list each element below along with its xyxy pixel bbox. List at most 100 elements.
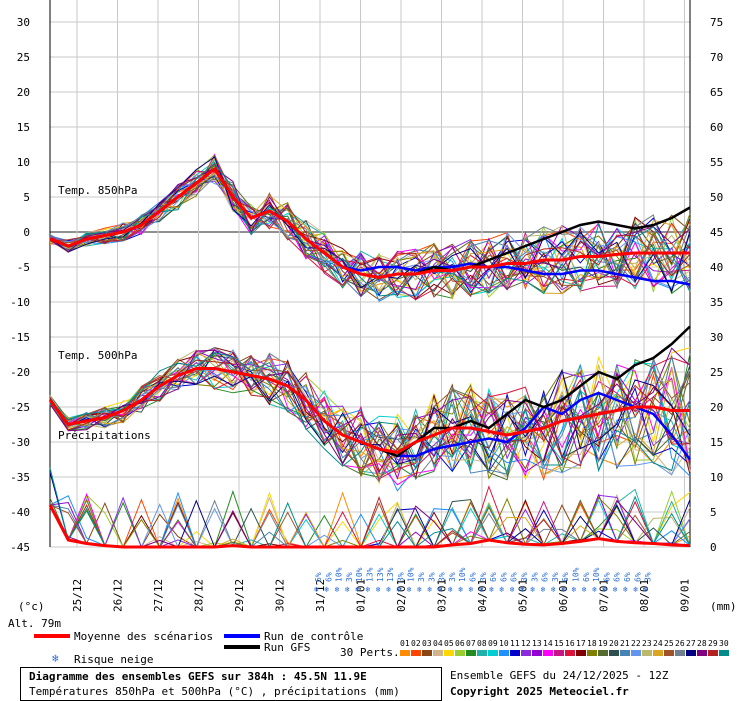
pert-color-swatch (697, 650, 707, 656)
snow-risk-label: 10% (572, 567, 581, 582)
pert-color-swatch (422, 650, 432, 656)
left-tick-label: 5 (23, 191, 30, 204)
right-tick-label: 35 (710, 296, 723, 309)
legend-mean-label: Moyenne des scénarios (74, 630, 214, 643)
snow-risk-icon: ❄ (417, 585, 422, 594)
footer-run-label: Ensemble GEFS du 24/12/2025 - 12Z (450, 669, 669, 682)
x-tick-label: 01/01 (355, 579, 368, 612)
snow-risk-label: 6% (602, 572, 611, 582)
left-tick-label: 10 (17, 156, 30, 169)
snowflake-icon: ❄ (52, 652, 59, 665)
pert-color-swatch (477, 650, 487, 656)
pert-number: 22 (631, 639, 641, 648)
snow-risk-label: 6% (561, 572, 570, 582)
snow-risk-icon: ❄ (396, 585, 401, 594)
x-tick-label: 25/12 (71, 579, 84, 612)
x-tick-label: 06/01 (557, 579, 570, 612)
pert-500-line (49, 349, 691, 478)
pert-number: 15 (554, 639, 564, 648)
pert-color-swatch (411, 650, 421, 656)
snow-risk-icon: ❄ (510, 585, 515, 594)
legend-mean-line (34, 634, 70, 638)
pert-850-line (49, 174, 691, 294)
pert-color-swatch (400, 650, 410, 656)
right-tick-label: 10 (710, 471, 723, 484)
snow-risk-icon: ❄ (366, 585, 371, 594)
left-tick-label: 20 (17, 86, 30, 99)
snow-risk-icon: ❄ (427, 585, 432, 594)
right-unit-label: (mm) (710, 600, 737, 613)
pert-number: 02 (411, 639, 421, 648)
legend-control-line (224, 634, 260, 638)
snow-risk-label: 3% (448, 572, 457, 582)
footer-box: Diagramme des ensembles GEFS sur 384h : … (20, 667, 442, 701)
pert-number: 04 (433, 639, 443, 648)
left-tick-label: 30 (17, 16, 30, 29)
pert-number: 11 (510, 639, 520, 648)
right-tick-label: 30 (710, 331, 723, 344)
pert-number: 01 (400, 639, 410, 648)
label-t850: Temp. 850hPa (58, 184, 137, 197)
mean-500-line (48, 367, 690, 455)
left-unit-label: (°c) (18, 600, 45, 613)
pert-number: 12 (521, 639, 531, 648)
pert-number: 23 (642, 639, 652, 648)
right-tick-label: 50 (710, 191, 723, 204)
pert-number: 28 (697, 639, 707, 648)
snow-risk-label: 3% (427, 572, 436, 582)
snow-risk-label: 3% (520, 572, 529, 582)
x-tick-label: 27/12 (152, 579, 165, 612)
altitude-label: Alt. 79m (8, 617, 61, 630)
snow-risk-label: 13% (366, 567, 375, 582)
snow-risk-icon: ❄ (633, 585, 638, 594)
pert-500-line (49, 347, 691, 483)
pert-color-swatch (642, 650, 652, 656)
snow-risk-label: 6% (582, 572, 591, 582)
snow-risk-icon: ❄ (335, 585, 340, 594)
right-tick-label: 40 (710, 261, 723, 274)
pert-color-swatch (576, 650, 586, 656)
pert-color-swatch (455, 650, 465, 656)
snow-risk-label: 6% (541, 572, 550, 582)
left-tick-label: -35 (10, 471, 30, 484)
legend-perts-label: 30 Perts. (340, 646, 400, 659)
right-tick-label: 60 (710, 121, 723, 134)
snow-risk-icon: ❄ (355, 585, 360, 594)
right-tick-label: 75 (710, 16, 723, 29)
mean-850-line (49, 166, 690, 280)
snow-risk-label: 3% (644, 572, 653, 582)
pert-number: 24 (653, 639, 663, 648)
snow-risk-label: 3% (345, 572, 354, 582)
pert-850-line (49, 156, 691, 293)
pert-number: 27 (686, 639, 696, 648)
right-tick-label: 55 (710, 156, 723, 169)
pert-500-line (49, 359, 691, 472)
pert-850-line (49, 158, 691, 297)
snow-risk-label: 13% (386, 567, 395, 582)
pert-number: 06 (455, 639, 465, 648)
left-tick-label: 25 (17, 51, 30, 64)
x-tick-label: 28/12 (193, 579, 206, 612)
snow-risk-icon: ❄ (572, 585, 577, 594)
pert-number: 21 (620, 639, 630, 648)
pert-color-swatch (521, 650, 531, 656)
pert-number: 18 (587, 639, 597, 648)
pert-color-swatch (565, 650, 575, 656)
x-tick-label: 04/01 (476, 579, 489, 612)
x-tick-label: 30/12 (274, 579, 287, 612)
right-tick-label: 15 (710, 436, 723, 449)
snow-risk-label: 3% (396, 572, 405, 582)
snow-risk-icon: ❄ (530, 585, 535, 594)
pert-850-line (49, 161, 691, 297)
left-tick-label: -25 (10, 401, 30, 414)
snow-risk-icon: ❄ (469, 585, 474, 594)
legend-control-label: Run de contrôle (264, 630, 364, 643)
snow-risk-label: 3% (438, 572, 447, 582)
pert-color-swatch (664, 650, 674, 656)
pert-number: 07 (466, 639, 476, 648)
pert-number: 25 (664, 639, 674, 648)
snow-risk-label: 10% (335, 567, 344, 582)
pert-color-swatch (466, 650, 476, 656)
x-tick-label: 02/01 (395, 579, 408, 612)
